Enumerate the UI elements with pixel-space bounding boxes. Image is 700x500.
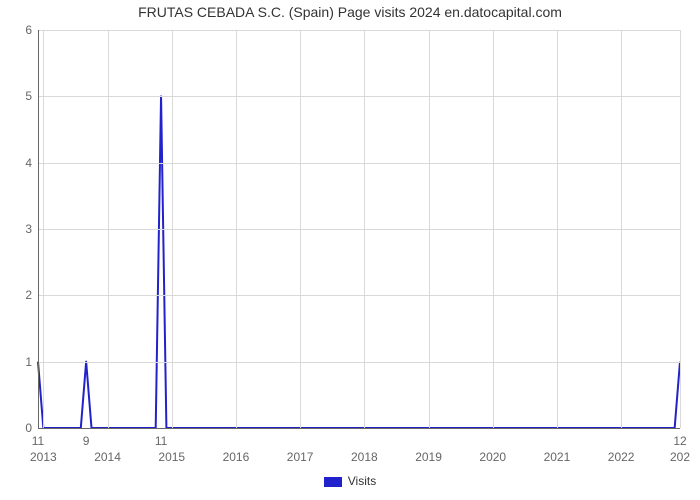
x-axis-line	[38, 428, 680, 429]
x-tick-label: 2015	[158, 450, 185, 464]
gridline-vertical	[557, 30, 558, 428]
y-tick-label: 0	[16, 421, 32, 435]
x-tick-label: 2013	[30, 450, 57, 464]
x-tick-label: 2019	[415, 450, 442, 464]
x-tick-label: 2022	[608, 450, 635, 464]
legend-swatch	[324, 477, 342, 487]
y-tick-label: 6	[16, 23, 32, 37]
x-tick-label: 2021	[544, 450, 571, 464]
y-axis-line	[38, 30, 39, 428]
chart-title: FRUTAS CEBADA S.C. (Spain) Page visits 2…	[0, 4, 700, 20]
gridline-vertical	[172, 30, 173, 428]
gridline-vertical	[236, 30, 237, 428]
gridline-vertical	[493, 30, 494, 428]
gridline-vertical	[680, 30, 681, 428]
x-tick-label: 2018	[351, 450, 378, 464]
y-tick-label: 1	[16, 355, 32, 369]
point-label: 12	[673, 434, 686, 448]
gridline-horizontal	[38, 295, 680, 296]
visits-line	[38, 96, 680, 428]
gridline-horizontal	[38, 96, 680, 97]
point-label: 11	[32, 434, 44, 448]
gridline-vertical	[621, 30, 622, 428]
point-label: 9	[83, 434, 90, 448]
chart-container: FRUTAS CEBADA S.C. (Spain) Page visits 2…	[0, 0, 700, 500]
y-tick-label: 5	[16, 89, 32, 103]
gridline-horizontal	[38, 362, 680, 363]
x-tick-label: 202	[670, 450, 690, 464]
plot-area	[38, 30, 680, 428]
gridline-horizontal	[38, 229, 680, 230]
gridline-vertical	[429, 30, 430, 428]
gridline-vertical	[43, 30, 44, 428]
gridline-horizontal	[38, 163, 680, 164]
point-label: 11	[155, 434, 167, 448]
gridline-vertical	[300, 30, 301, 428]
gridline-horizontal	[38, 30, 680, 31]
legend: Visits	[0, 474, 700, 488]
y-tick-label: 4	[16, 156, 32, 170]
legend-label: Visits	[348, 474, 376, 488]
x-tick-label: 2017	[287, 450, 314, 464]
x-tick-label: 2016	[223, 450, 250, 464]
y-tick-label: 3	[16, 222, 32, 236]
gridline-vertical	[364, 30, 365, 428]
x-tick-label: 2020	[479, 450, 506, 464]
gridline-vertical	[108, 30, 109, 428]
y-tick-label: 2	[16, 288, 32, 302]
x-tick-label: 2014	[94, 450, 121, 464]
